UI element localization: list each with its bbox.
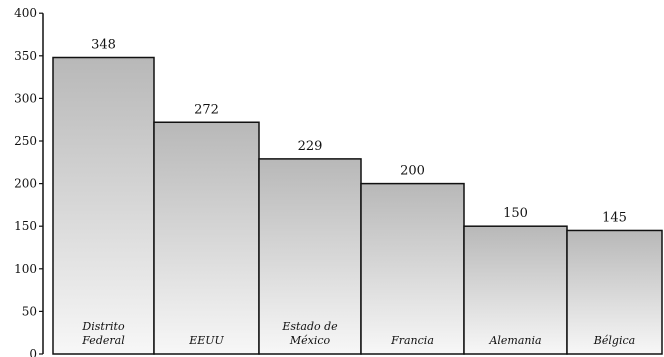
category-label-line: Bélgica [593, 334, 635, 347]
bars-group [52, 56, 663, 355]
y-tick-label: 400 [14, 6, 37, 20]
category-label-line: Alemania [488, 334, 541, 347]
y-tick-label: 300 [14, 91, 37, 105]
category-label-line: Federal [81, 334, 125, 347]
bar-value-label: 145 [602, 210, 627, 225]
category-label: Distrito Federal [81, 320, 125, 347]
value-labels-group: 348 272 229 200 150 145 [91, 38, 627, 226]
y-tick-label: 0 [29, 347, 37, 357]
bar-value-label: 348 [91, 38, 116, 53]
bar [360, 182, 465, 355]
category-label-line: Francia [390, 334, 434, 347]
bar-value-label: 200 [400, 164, 425, 179]
category-label: Francia [390, 334, 434, 347]
category-label-line: Estado de [281, 320, 338, 333]
bar [52, 56, 155, 355]
bar [566, 229, 663, 355]
category-labels-group: Distrito Federal EEUU Estado de México Franci… [81, 320, 635, 347]
y-axis: 0 50 100 150 200 250 300 350 400 [14, 6, 44, 357]
y-tick-label: 250 [14, 134, 37, 148]
category-label-line: Distrito [81, 320, 125, 333]
y-tick-label: 150 [14, 219, 37, 233]
category-label-line: México [289, 334, 331, 347]
category-label: Bélgica [593, 334, 635, 347]
category-label: Alemania [488, 334, 541, 347]
y-tick-label: 100 [14, 262, 37, 276]
bar [463, 225, 568, 355]
bar [153, 121, 260, 355]
bar-value-label: 150 [503, 206, 528, 221]
bar-value-label: 272 [194, 102, 219, 117]
category-label: EEUU [188, 334, 224, 347]
y-tick-label: 350 [14, 49, 37, 63]
y-tick-label: 200 [14, 177, 37, 191]
category-label: Estado de México [281, 320, 338, 347]
category-label-line: EEUU [188, 334, 224, 347]
bar-value-label: 229 [298, 139, 323, 154]
y-tick-label: 50 [22, 304, 37, 318]
